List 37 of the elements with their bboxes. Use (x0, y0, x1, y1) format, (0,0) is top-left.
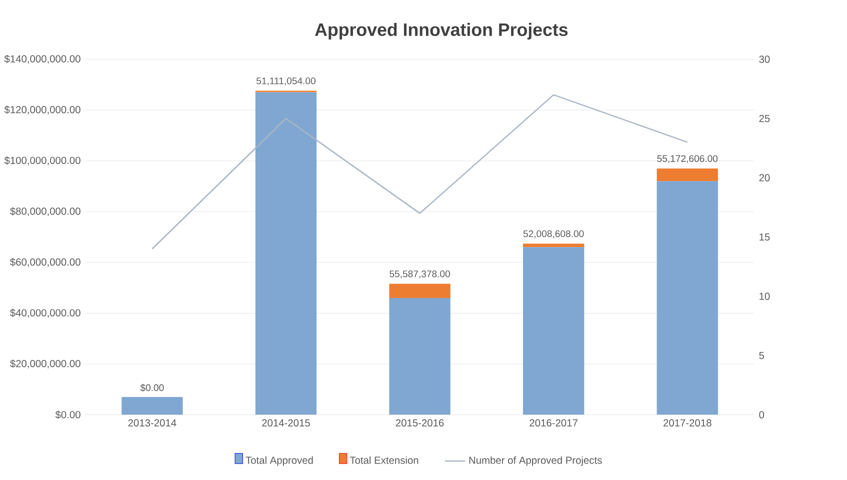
y-tick-label: $100,000,000.00 (4, 156, 80, 166)
bar (389, 284, 450, 298)
y-tick-label: $140,000,000.00 (4, 54, 80, 64)
bar (389, 298, 450, 415)
y-tick-label: $80,000,000.00 (10, 207, 80, 216)
x-tick-label: 2017-2018 (664, 419, 712, 427)
y2-tick-label: 30 (759, 56, 770, 63)
y-tick-label: $60,000,000.00 (10, 258, 80, 267)
x-tick-label: 2014-2015 (262, 419, 310, 427)
annotation: 51,111,054.00 (256, 78, 316, 86)
x-tick-label: 2016-2017 (530, 419, 578, 427)
y-tick-label: $0.00 (55, 410, 80, 420)
bar (523, 247, 584, 415)
bar (656, 181, 718, 415)
legend-label: Number of Approved Projects (469, 456, 602, 466)
y2-tick-label: 10 (760, 292, 770, 300)
x-tick-label: 2013-2014 (128, 419, 176, 427)
y2-tick-label: 0 (759, 411, 764, 418)
y-tick-label: $120,000,000.00 (4, 106, 80, 115)
y2-tick-label: 25 (759, 115, 770, 122)
annotation: $0.00 (140, 384, 164, 392)
x-tick-label: 2015-2016 (396, 419, 444, 427)
legend-label: Total Extension (350, 456, 418, 464)
y2-tick-label: 5 (759, 352, 764, 360)
chart-title: Approved Innovation Projects (315, 23, 568, 40)
bar (656, 168, 718, 182)
y-tick-label: $20,000,000.00 (10, 360, 80, 369)
y2-tick-label: 15 (760, 234, 770, 241)
bar (122, 397, 183, 415)
y2-tick-label: 20 (759, 174, 770, 182)
y-tick-label: $40,000,000.00 (10, 308, 80, 318)
annotation: 55,587,378.00 (390, 270, 450, 278)
bar (523, 244, 584, 248)
bar (255, 92, 317, 415)
legend-label: Total Approved (246, 456, 313, 466)
annotation: 52,008,608.00 (523, 230, 584, 238)
annotation: 55,172,606.00 (657, 155, 718, 164)
